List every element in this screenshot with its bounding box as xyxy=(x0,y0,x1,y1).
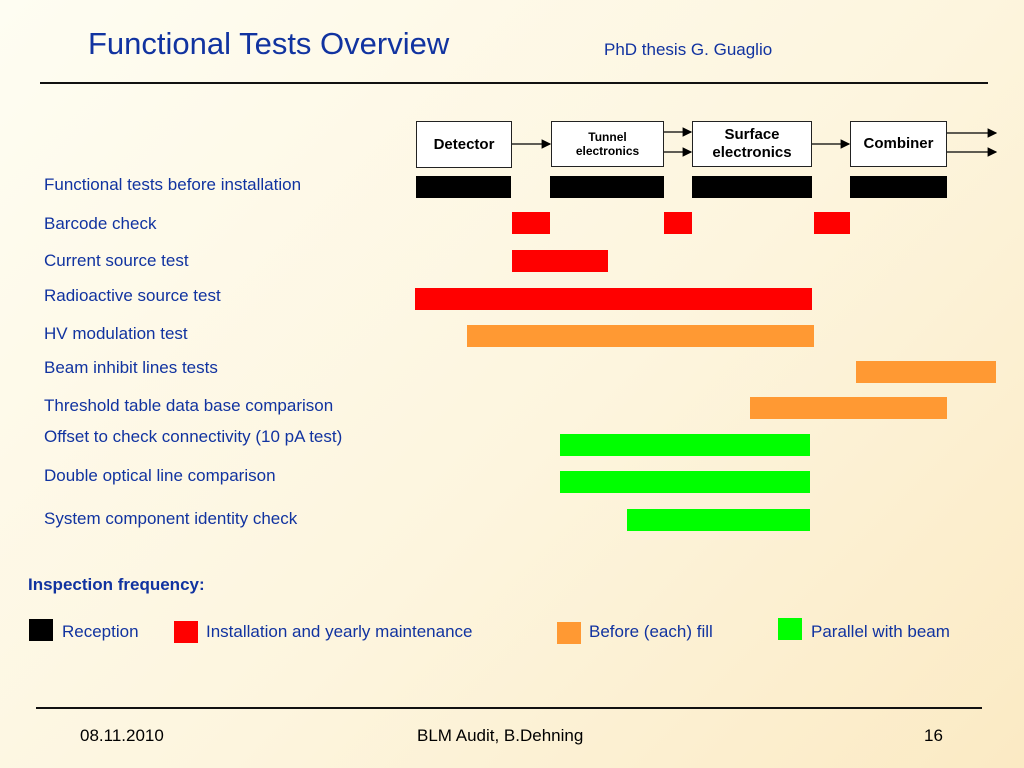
test-label-beam-inhibit: Beam inhibit lines tests xyxy=(44,358,218,377)
test-label-component-identity: System component identity check xyxy=(44,509,298,528)
bar-current-source xyxy=(512,250,608,272)
legend-label-before-fill: Before (each) fill xyxy=(589,622,713,641)
bar-barcode-3 xyxy=(814,212,850,234)
bar-beam-inhibit xyxy=(856,361,996,383)
legend-title: Inspection frequency: xyxy=(28,575,205,594)
bar-offset-connectivity xyxy=(560,434,810,456)
bar-barcode-2 xyxy=(664,212,692,234)
test-label-double-optical: Double optical line comparison xyxy=(44,466,276,485)
footer-date: 08.11.2010 xyxy=(80,726,164,745)
test-label-offset-connectivity: Offset to check connectivity (10 pA test… xyxy=(44,427,343,446)
stage-label: Tunnel electronics xyxy=(575,129,640,158)
test-label-radioactive-source: Radioactive source test xyxy=(44,286,221,305)
signal-arrows xyxy=(512,127,998,157)
legend-swatch-black xyxy=(29,619,53,641)
bar-functional-surface xyxy=(692,176,812,198)
header-rule xyxy=(40,82,988,84)
stage-tunnel-electronics: Tunnel electronics xyxy=(551,121,664,167)
bar-functional-detector xyxy=(416,176,511,198)
stage-label: Detector xyxy=(433,135,495,153)
bar-double-optical xyxy=(560,471,810,493)
page-title: Functional Tests Overview xyxy=(88,26,450,61)
bar-barcode-1 xyxy=(512,212,550,234)
page-subtitle: PhD thesis G. Guaglio xyxy=(604,40,773,59)
stage-detector: Detector xyxy=(416,121,512,168)
legend-label-parallel-beam: Parallel with beam xyxy=(811,622,950,641)
test-label-functional-before-install: Functional tests before installation xyxy=(44,175,302,194)
legend-swatch-orange xyxy=(557,622,581,644)
bar-functional-combiner xyxy=(850,176,947,198)
legend-swatch-red xyxy=(174,621,198,643)
stage-surface-electronics: Surface electronics xyxy=(692,121,812,167)
stage-combiner: Combiner xyxy=(850,121,947,167)
bar-threshold-table xyxy=(750,397,947,419)
stage-label: Surface electronics xyxy=(712,126,792,161)
legend-label-reception: Reception xyxy=(62,622,139,641)
bar-component-identity xyxy=(627,509,810,531)
stage-label: Combiner xyxy=(863,135,934,152)
legend-label-installation: Installation and yearly maintenance xyxy=(206,622,473,641)
legend-swatch-green xyxy=(778,618,802,640)
test-label-hv-modulation: HV modulation test xyxy=(44,324,188,343)
footer-page-number: 16 xyxy=(924,726,943,745)
bar-functional-tunnel xyxy=(550,176,664,198)
footer-center: BLM Audit, B.Dehning xyxy=(417,726,584,745)
test-label-barcode-check: Barcode check xyxy=(44,214,157,233)
footer-rule xyxy=(36,707,982,709)
bar-hv-modulation xyxy=(467,325,814,347)
bar-radioactive-source xyxy=(415,288,812,310)
test-label-current-source: Current source test xyxy=(44,251,189,270)
test-label-threshold-table: Threshold table data base comparison xyxy=(44,396,334,415)
